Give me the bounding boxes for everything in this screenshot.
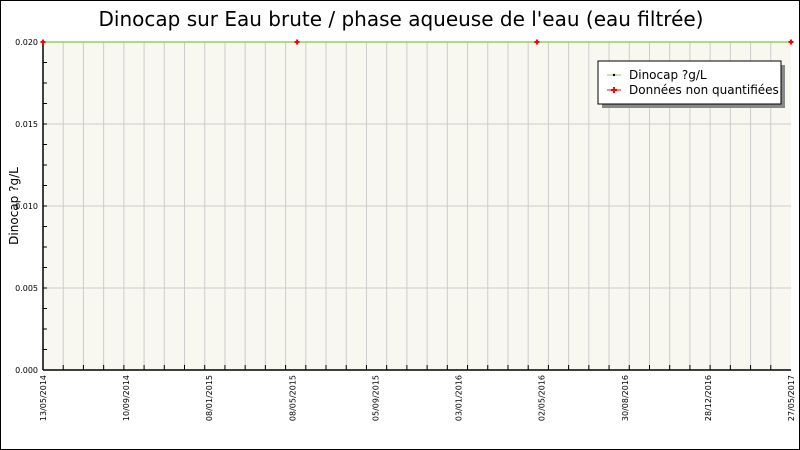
y-tick-label: 0.020 — [15, 38, 38, 47]
x-tick-label: 08/01/2015 — [205, 375, 214, 421]
legend-box — [597, 60, 782, 105]
x-tick-label: 08/05/2015 — [288, 375, 297, 421]
legend-marker — [612, 73, 616, 77]
x-tick-label: 13/05/2014 — [39, 375, 48, 421]
x-tick-label: 02/05/2016 — [538, 375, 547, 421]
legend-label: Données non quantifiées — [629, 83, 779, 97]
x-tick-label: 03/01/2016 — [455, 375, 464, 421]
data-point-non-quantified — [788, 39, 794, 45]
legend-marker — [611, 87, 617, 93]
y-axis-label: Dinocap ?g/L — [7, 167, 21, 245]
x-tick-label: 05/09/2015 — [371, 375, 380, 421]
legend-label: Dinocap ?g/L — [629, 68, 707, 82]
y-tick-label: 0.015 — [15, 120, 38, 129]
data-point-non-quantified — [534, 39, 540, 45]
x-tick-label: 28/12/2016 — [704, 375, 713, 421]
y-tick-label: 0.010 — [15, 202, 38, 211]
x-tick-label: 30/08/2016 — [621, 375, 630, 421]
data-point-non-quantified — [40, 39, 46, 45]
y-tick-label: 0.000 — [15, 366, 38, 375]
chart-title: Dinocap sur Eau brute / phase aqueuse de… — [98, 7, 704, 31]
x-tick-label: 10/09/2014 — [122, 375, 131, 421]
data-point-non-quantified — [294, 39, 300, 45]
x-tick-label: 27/05/2017 — [787, 375, 796, 421]
y-tick-label: 0.005 — [15, 284, 38, 293]
